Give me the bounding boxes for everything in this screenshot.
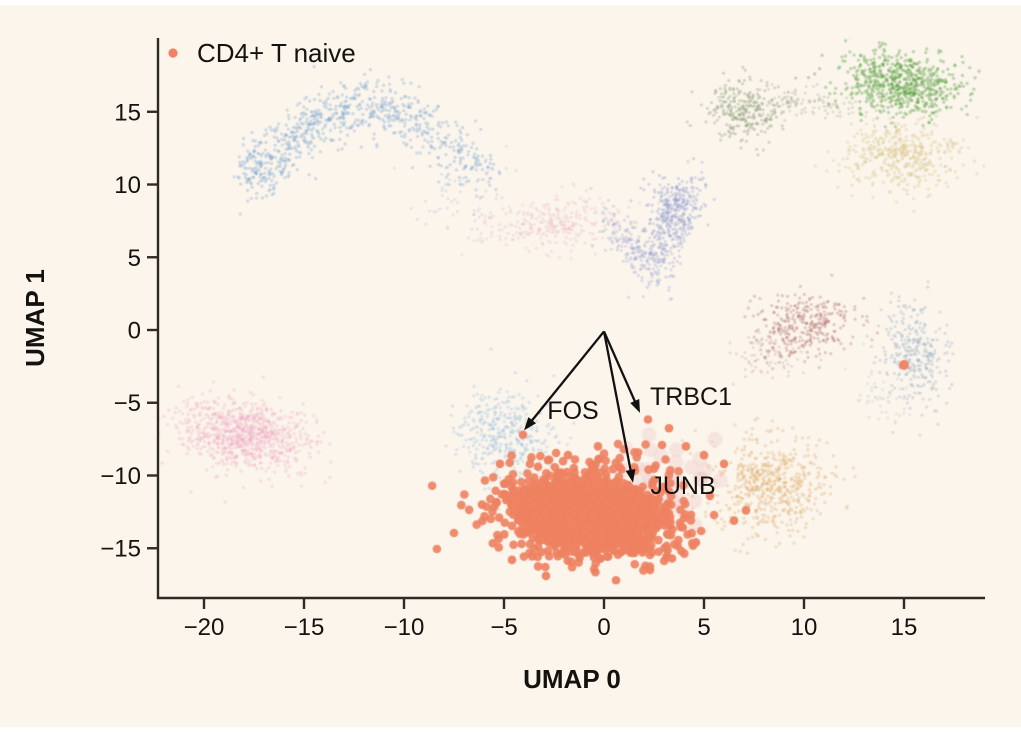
x-tick-label: −20	[184, 614, 225, 641]
x-tick-label: 0	[597, 614, 610, 641]
x-tick-label: −10	[384, 614, 425, 641]
y-tick-label: 10	[114, 172, 141, 199]
gene-arrowhead-junb	[625, 468, 636, 483]
top-margin-strip	[0, 0, 1021, 5]
x-axis-label: UMAP 0	[523, 664, 621, 694]
y-tick-label: −5	[114, 390, 141, 417]
y-axis-ticks: 15 10 5 0 −5 −10 −15	[100, 99, 158, 563]
gene-arrowhead-fos	[524, 417, 537, 431]
y-tick-label: 5	[128, 245, 141, 272]
legend: CD4+ T naive	[168, 38, 356, 68]
gene-labels: FOS TRBC1 JUNB	[547, 383, 732, 500]
gene-arrow-trbc1	[602, 330, 638, 406]
y-axis-label: UMAP 1	[20, 269, 50, 367]
gene-label-trbc1: TRBC1	[650, 383, 732, 411]
x-tick-label: 10	[791, 614, 818, 641]
gene-arrow-fos	[528, 330, 605, 425]
y-tick-label: −15	[100, 536, 141, 563]
legend-item-label: CD4+ T naive	[197, 38, 356, 68]
axis-spines	[156, 38, 985, 600]
x-tick-label: −15	[284, 614, 325, 641]
gene-label-fos: FOS	[547, 397, 598, 425]
x-axis-ticks: −20 −15 −10 −5 0 5 10 15	[184, 598, 918, 641]
x-tick-label: 5	[697, 614, 710, 641]
y-tick-label: 0	[128, 318, 141, 345]
y-tick-label: 15	[114, 99, 141, 126]
y-tick-label: −10	[100, 463, 141, 490]
gene-arrow-junb	[602, 331, 633, 475]
gene-arrows	[524, 330, 640, 483]
x-tick-label: 15	[891, 614, 918, 641]
gene-arrowhead-trbc1	[630, 398, 640, 413]
x-tick-label: −5	[490, 614, 517, 641]
bottom-margin-strip	[0, 727, 1021, 734]
legend-dot-icon	[168, 48, 178, 58]
gene-label-junb: JUNB	[650, 472, 715, 500]
